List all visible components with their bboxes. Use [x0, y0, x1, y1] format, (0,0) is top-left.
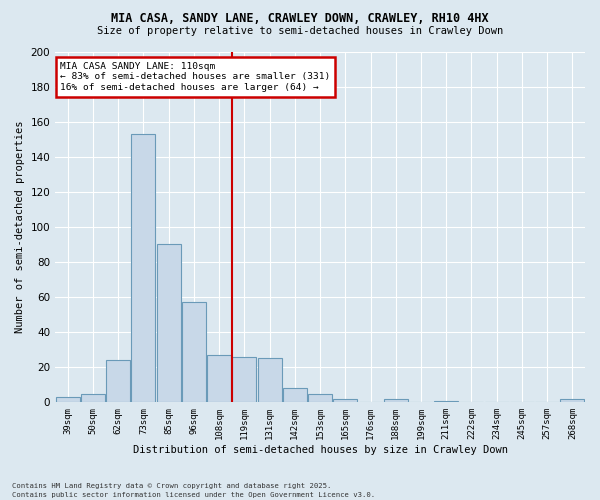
Bar [384, 399, 408, 402]
Bar [434, 400, 458, 402]
Bar [334, 399, 357, 402]
Text: Size of property relative to semi-detached houses in Crawley Down: Size of property relative to semi-detach… [97, 26, 503, 36]
Bar [131, 134, 155, 402]
Bar [81, 394, 105, 402]
Bar [56, 397, 80, 402]
Text: Contains public sector information licensed under the Open Government Licence v3: Contains public sector information licen… [12, 492, 375, 498]
Bar [157, 244, 181, 402]
Bar [257, 358, 281, 403]
Text: MIA CASA SANDY LANE: 110sqm
← 83% of semi-detached houses are smaller (331)
16% : MIA CASA SANDY LANE: 110sqm ← 83% of sem… [61, 62, 331, 92]
Bar [106, 360, 130, 403]
Text: Contains HM Land Registry data © Crown copyright and database right 2025.: Contains HM Land Registry data © Crown c… [12, 483, 331, 489]
Bar [232, 356, 256, 403]
Bar [283, 388, 307, 402]
Bar [560, 399, 584, 402]
Bar [207, 355, 231, 403]
Text: MIA CASA, SANDY LANE, CRAWLEY DOWN, CRAWLEY, RH10 4HX: MIA CASA, SANDY LANE, CRAWLEY DOWN, CRAW… [111, 12, 489, 26]
Bar [182, 302, 206, 402]
X-axis label: Distribution of semi-detached houses by size in Crawley Down: Distribution of semi-detached houses by … [133, 445, 508, 455]
Bar [308, 394, 332, 402]
Y-axis label: Number of semi-detached properties: Number of semi-detached properties [15, 120, 25, 333]
